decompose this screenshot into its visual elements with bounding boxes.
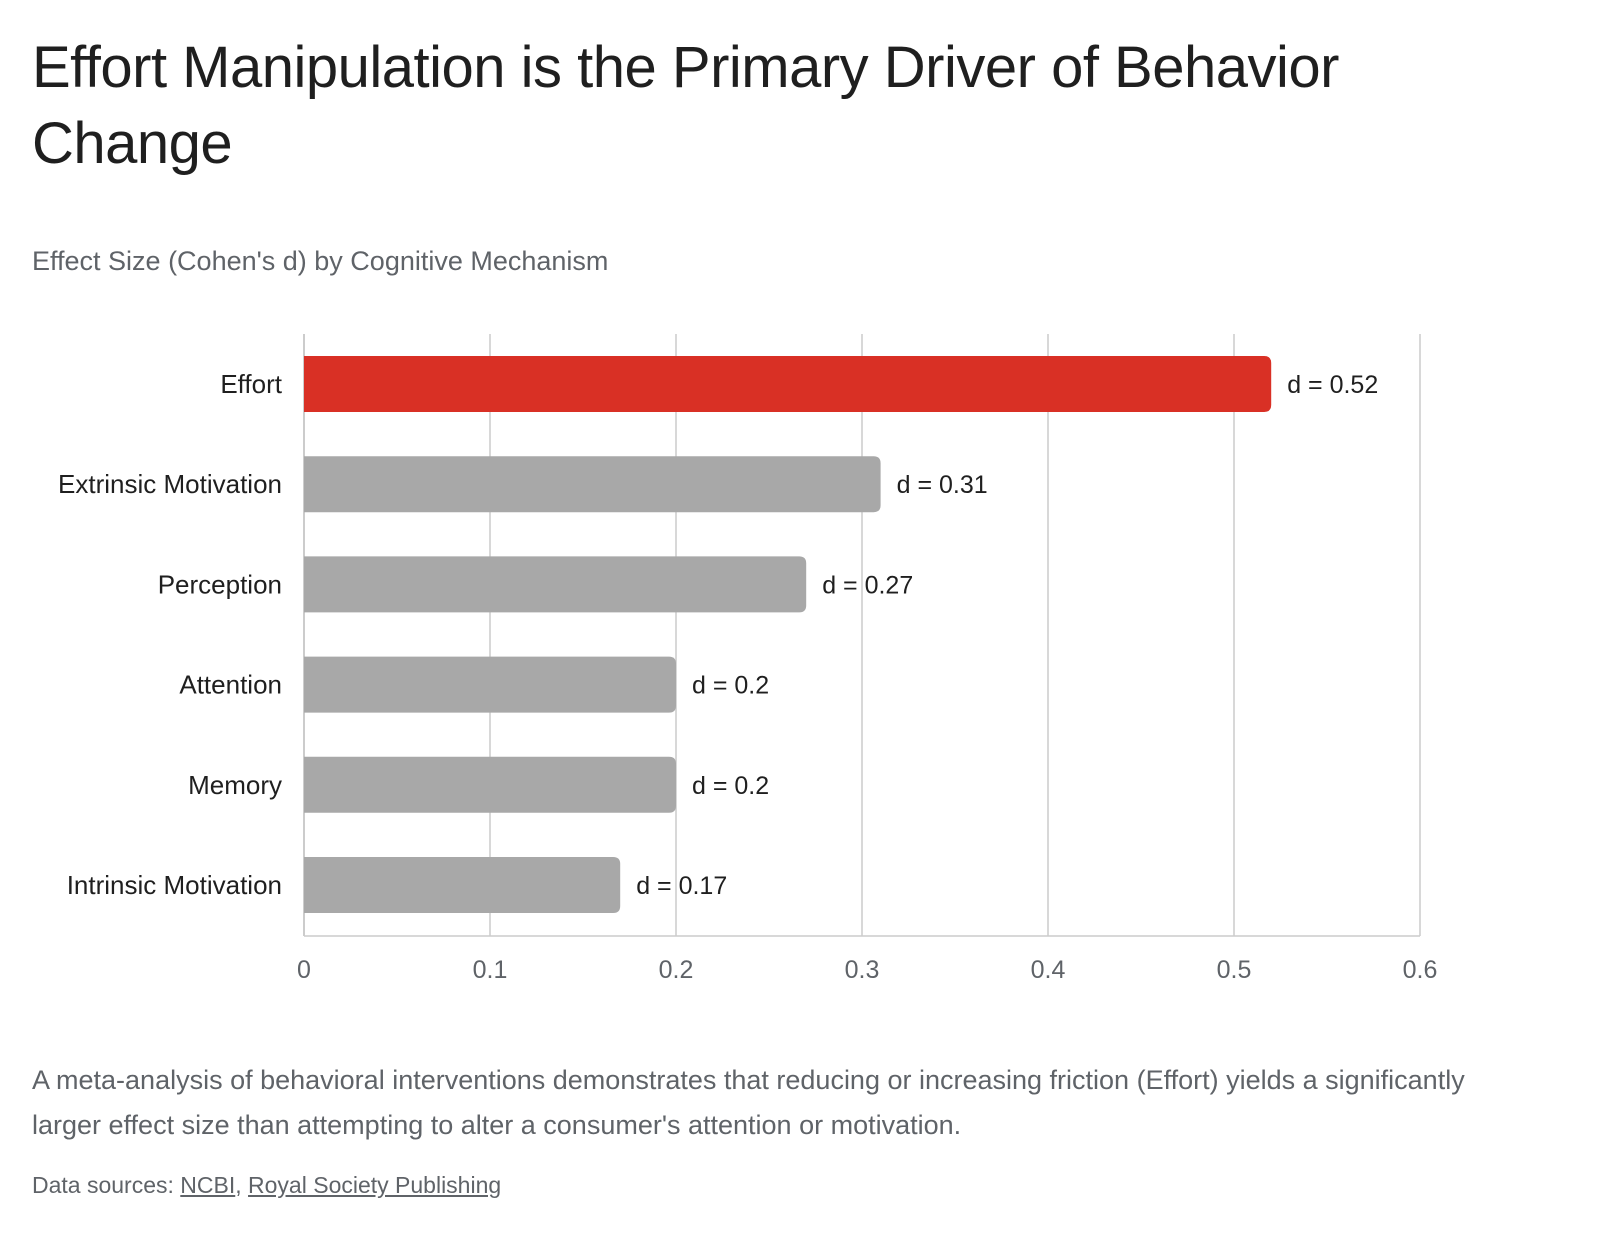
- source-link-ncbi[interactable]: NCBI: [180, 1172, 236, 1198]
- data-label: d = 0.27: [822, 571, 913, 599]
- x-tick-label: 0.5: [1217, 956, 1252, 984]
- effect-size-bar-chart: d = 0.52 d = 0.31 d = 0.27 d = 0.2 d = 0.2 d …: [58, 334, 1437, 984]
- category-label: Effort: [220, 369, 282, 399]
- data-label: d = 0.2: [692, 672, 769, 700]
- data-label: d = 0.31: [897, 471, 988, 499]
- source-link-royal-society[interactable]: Royal Society Publishing: [248, 1172, 502, 1198]
- chart-title: Effort Manipulation is the Primary Drive…: [32, 35, 1339, 176]
- bars: [304, 356, 1272, 913]
- category-label: Memory: [188, 770, 282, 800]
- category-labels: Effort Extrinsic Motivation Perception Atte…: [58, 369, 283, 900]
- chart-subtitle: Effect Size (Cohen's d) by Cognitive Mec…: [32, 246, 609, 276]
- x-tick-label: 0.6: [1403, 956, 1438, 984]
- data-label: d = 0.17: [636, 872, 727, 900]
- category-label: Intrinsic Motivation: [67, 870, 282, 900]
- gridlines: [303, 334, 1421, 937]
- bar: [304, 556, 807, 613]
- category-label: Perception: [158, 569, 282, 599]
- x-axis-ticks: 0 0.1 0.2 0.3 0.4 0.5 0.6: [297, 956, 1437, 984]
- bar: [304, 857, 621, 913]
- sources-prefix: Data sources:: [32, 1172, 181, 1198]
- bar: [304, 756, 676, 813]
- x-tick-label: 0.4: [1031, 956, 1066, 984]
- category-label: Extrinsic Motivation: [58, 469, 282, 499]
- bar: [304, 456, 881, 513]
- x-tick-label: 0: [297, 956, 311, 984]
- x-tick-label: 0.1: [473, 956, 508, 984]
- chart-caption: A meta-analysis of behavioral interventi…: [32, 1065, 1465, 1140]
- sources-separator: ,: [235, 1172, 249, 1198]
- category-label: Attention: [179, 670, 282, 700]
- x-tick-label: 0.3: [845, 956, 880, 984]
- data-sources: Data sources: NCBI, Royal Society Publis…: [32, 1170, 501, 1200]
- data-labels: d = 0.52 d = 0.31 d = 0.27 d = 0.2 d = 0.2 d …: [636, 371, 1378, 900]
- data-label: d = 0.2: [692, 772, 769, 800]
- x-tick-label: 0.2: [659, 956, 694, 984]
- data-label: d = 0.52: [1287, 371, 1378, 399]
- bar: [304, 656, 676, 713]
- bar: [304, 356, 1272, 412]
